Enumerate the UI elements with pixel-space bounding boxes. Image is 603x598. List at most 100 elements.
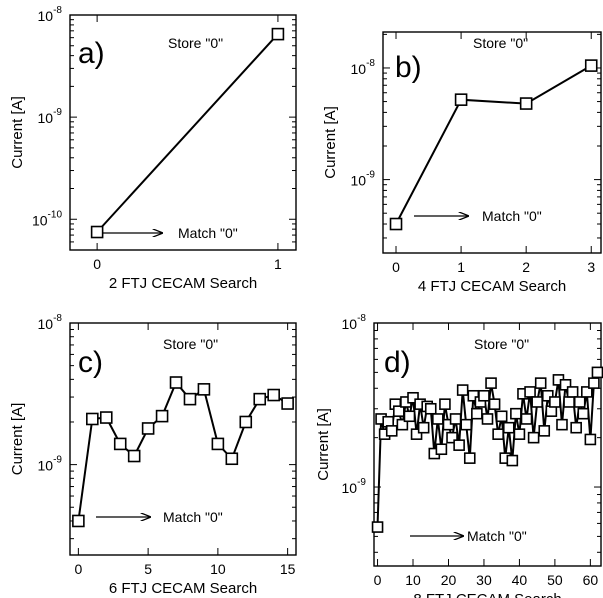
series-line bbox=[77, 380, 289, 522]
data-point bbox=[155, 409, 169, 423]
data-point bbox=[581, 386, 593, 398]
y-axis-label: Current [A] bbox=[9, 403, 26, 476]
data-point bbox=[538, 425, 551, 437]
data-point bbox=[424, 402, 437, 415]
data-point bbox=[506, 454, 519, 467]
x-tick-label: 20 bbox=[441, 572, 457, 588]
data-point bbox=[281, 397, 294, 410]
data-point bbox=[454, 93, 468, 106]
store-label: Store "0" bbox=[163, 336, 218, 352]
store-label: Store "0" bbox=[473, 35, 528, 51]
data-point bbox=[488, 398, 501, 410]
x-tick-label: 0 bbox=[392, 259, 400, 275]
data-point bbox=[556, 418, 568, 431]
data-point bbox=[531, 396, 543, 408]
x-tick-label: 10 bbox=[210, 561, 226, 577]
x-axis-label: 2 FTJ CECAM Search bbox=[109, 275, 257, 292]
data-point bbox=[389, 217, 403, 231]
data-point bbox=[86, 412, 99, 426]
data-point bbox=[385, 425, 398, 437]
data-point bbox=[396, 418, 409, 431]
x-tick-label: 10 bbox=[405, 572, 421, 588]
x-tick-label: 0 bbox=[374, 572, 382, 588]
y-tick-label: 10-8 bbox=[342, 313, 367, 332]
data-point bbox=[573, 396, 586, 408]
x-tick-label: 1 bbox=[274, 256, 282, 272]
data-point bbox=[417, 421, 430, 434]
data-point bbox=[591, 366, 603, 379]
data-point bbox=[513, 428, 526, 440]
data-point bbox=[446, 431, 458, 444]
data-point bbox=[225, 452, 239, 466]
x-axis-label: 8 FTJ CECAM Search bbox=[413, 591, 561, 598]
chart-panel-3: 0 5 10 15 10-9 10-8 6 FTJ CECAM Search Current … bbox=[9, 313, 297, 597]
data-series bbox=[371, 366, 603, 533]
data-point bbox=[549, 396, 561, 408]
data-point bbox=[127, 449, 141, 463]
data-point bbox=[502, 421, 515, 434]
data-point bbox=[449, 413, 462, 425]
store-label: Store "0" bbox=[474, 336, 529, 352]
data-point bbox=[584, 433, 597, 446]
x-tick-label: 30 bbox=[476, 572, 492, 588]
data-point bbox=[570, 421, 582, 434]
data-point bbox=[169, 376, 183, 389]
data-point bbox=[510, 407, 522, 420]
data-point bbox=[113, 437, 127, 451]
chart-panel-4: 0 10 20 30 40 50 60 10-9 10-8 8 FTJ CECAM Search C… bbox=[315, 313, 603, 598]
x-tick-label: 0 bbox=[74, 561, 82, 577]
x-tick-label: 15 bbox=[280, 561, 296, 577]
data-point bbox=[520, 413, 533, 425]
x-tick-label: 50 bbox=[547, 572, 563, 588]
data-series bbox=[389, 59, 598, 231]
data-point bbox=[566, 386, 579, 398]
data-point bbox=[559, 378, 572, 391]
data-point bbox=[577, 407, 590, 420]
y-axis-label: Current [A] bbox=[9, 96, 26, 169]
store-label: Store "0" bbox=[168, 35, 223, 51]
data-point bbox=[267, 388, 280, 402]
match-label: Match "0" bbox=[467, 528, 527, 544]
data-point bbox=[495, 410, 508, 423]
data-point bbox=[253, 392, 267, 406]
plot-frame bbox=[373, 322, 602, 567]
y-tick-label: 10-9 bbox=[351, 170, 376, 189]
data-point bbox=[492, 428, 504, 440]
x-tick-label: 1 bbox=[457, 259, 465, 275]
series-line bbox=[96, 33, 279, 233]
panel-label: a) bbox=[78, 37, 105, 70]
y-tick-label: 10-9 bbox=[38, 107, 63, 126]
data-point bbox=[407, 391, 419, 404]
data-point bbox=[183, 392, 197, 406]
panel-label: d) bbox=[384, 346, 411, 379]
data-point bbox=[481, 413, 494, 425]
data-point bbox=[72, 514, 85, 528]
chart-panel-2: 0 1 2 3 10-9 10-8 4 FTJ CECAM Search Current [A… bbox=[322, 31, 602, 295]
x-tick-label: 0 bbox=[93, 256, 101, 272]
data-point bbox=[99, 411, 113, 424]
data-point bbox=[563, 396, 575, 408]
chart-panel-1: 0 1 10-10 10-9 10-8 2 FTJ CECAM Search Current… bbox=[9, 5, 297, 292]
data-point bbox=[478, 389, 490, 402]
x-tick-label: 60 bbox=[583, 572, 599, 588]
y-tick-label: 10-8 bbox=[351, 58, 376, 77]
data-point bbox=[588, 377, 600, 389]
panel-label: c) bbox=[78, 346, 103, 379]
y-tick-label: 10-9 bbox=[38, 455, 63, 474]
data-point bbox=[460, 418, 473, 431]
y-axis-label: Current [A] bbox=[315, 408, 332, 481]
data-point bbox=[524, 386, 536, 398]
y-tick-label: 10-8 bbox=[38, 5, 63, 24]
data-point bbox=[211, 437, 225, 451]
data-series bbox=[90, 27, 285, 239]
data-series bbox=[72, 376, 294, 528]
series-line bbox=[395, 64, 592, 225]
match-label: Match "0" bbox=[178, 225, 238, 241]
data-point bbox=[456, 384, 469, 396]
data-point bbox=[371, 521, 384, 533]
data-point bbox=[485, 377, 497, 389]
data-point bbox=[271, 27, 285, 41]
data-point bbox=[584, 59, 598, 72]
x-tick-label: 5 bbox=[144, 561, 152, 577]
match-label: Match "0" bbox=[163, 509, 223, 525]
